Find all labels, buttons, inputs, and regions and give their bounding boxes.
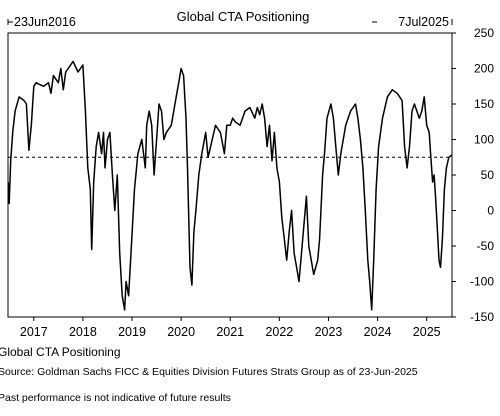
series-line-global-cta-positioning: [7, 60, 453, 311]
y-tick-label-1: 200: [474, 62, 494, 76]
end-date-marker: 7Jul2025: [372, 15, 453, 29]
x-axis: 2017 2018 2019 2020 2021 2022 2023 2024 2025: [20, 317, 441, 339]
x-tick-label-2024: 2024: [364, 325, 392, 339]
x-tick-label-2020: 2020: [167, 325, 195, 339]
start-date-marker: 23Jun2016: [7, 15, 76, 29]
y-tick-label-7: -100: [470, 275, 494, 289]
chart-title: Global CTA Positioning: [177, 9, 310, 24]
x-tick-label-2021: 2021: [216, 325, 244, 339]
disclaimer-note: Past performance is not indicative of fu…: [0, 392, 231, 404]
plot-frame: [7, 32, 453, 318]
x-tick-label-2023: 2023: [315, 325, 343, 339]
y-tick-label-8: -150: [470, 310, 494, 324]
x-tick-label-2022: 2022: [265, 325, 293, 339]
y-tick-label-3: 100: [474, 133, 494, 147]
y-tick-label-5: 0: [487, 204, 494, 218]
legend-label: Global CTA Positioning: [0, 345, 121, 359]
x-tick-label-2019: 2019: [118, 325, 146, 339]
source-note: Source: Goldman Sachs FICC & Equities Di…: [0, 366, 418, 378]
end-date-label: 7Jul2025: [398, 15, 449, 29]
y-tick-label-6: -50: [477, 239, 495, 253]
start-date-label: 23Jun2016: [14, 15, 76, 29]
y-tick-label-0: 250: [474, 26, 494, 40]
y-tick-label-4: 50: [481, 168, 495, 182]
x-tick-label-2017: 2017: [20, 325, 48, 339]
y-tick-label-2: 150: [474, 97, 494, 111]
x-tick-label-2018: 2018: [69, 325, 97, 339]
x-tick-label-2025: 2025: [413, 325, 441, 339]
y-axis: 250 200 150 100 50 0 -50 -100 -150: [452, 26, 494, 324]
